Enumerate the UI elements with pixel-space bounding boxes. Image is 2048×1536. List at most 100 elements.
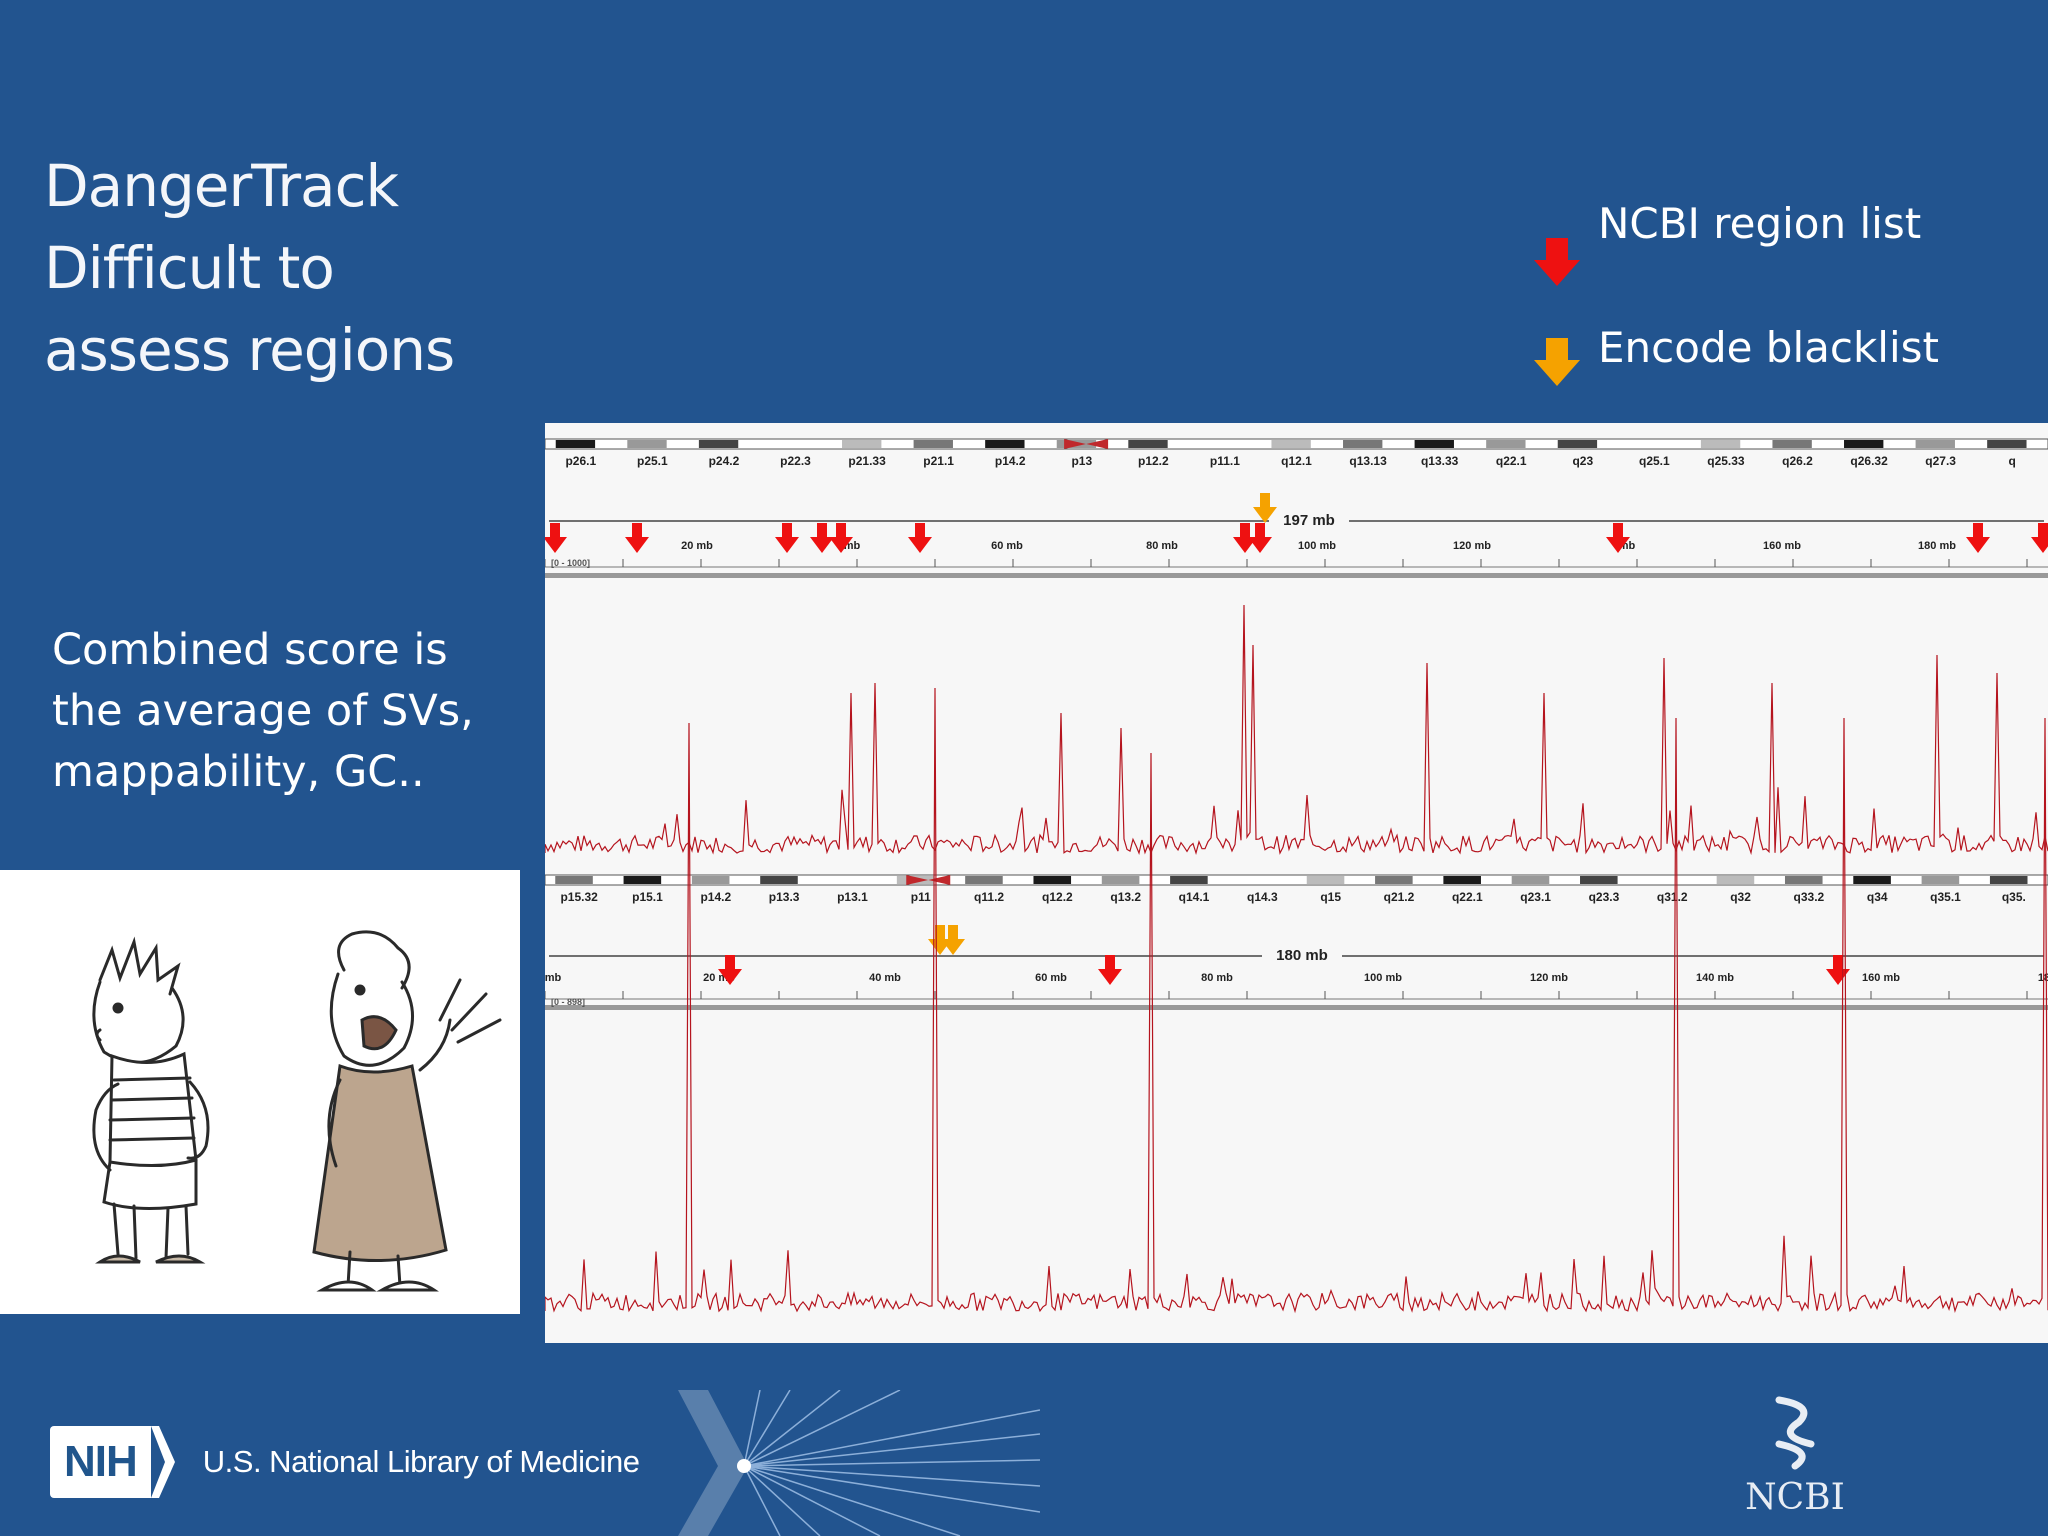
description-line: mappability, GC.. (52, 747, 425, 797)
starburst-icon (678, 1390, 1040, 1536)
band-label: p13.3 (769, 890, 800, 904)
centromere-icon (1086, 439, 1109, 449)
encode-arrow-icon (1253, 493, 1277, 523)
genome-tracks: p26.1 p25.1 p24.2 p22.3 p21.33 p21.1 p14.2 p13 p… (545, 438, 2048, 1314)
ideogram-band (1128, 440, 1168, 448)
ideogram-band (1987, 440, 2027, 448)
ideogram-band (1199, 440, 1240, 448)
band-label: p11.1 (1210, 454, 1240, 468)
ideogram-band (1700, 440, 1741, 448)
ncbi-arrow-icon (545, 523, 567, 553)
track-divider (545, 1005, 2048, 1010)
ideogram-band (1486, 440, 1526, 448)
title-line: Difficult to (44, 234, 335, 302)
band-label: q26.2 (1782, 454, 1813, 468)
length-label: 180 mb (1276, 947, 1328, 964)
band-label: q12.1 (1281, 454, 1312, 468)
ideogram-band (1033, 876, 1072, 884)
band-label: q21.2 (1384, 890, 1415, 904)
nlm-label: U.S. National Library of Medicine (202, 1444, 640, 1479)
ideogram-band (828, 876, 867, 884)
track-divider (545, 573, 2048, 578)
ruler-label: 140 mb (1696, 972, 1734, 984)
band-label: q (2009, 454, 2016, 468)
title-line: assess regions (44, 316, 455, 384)
band-label: p14.2 (700, 890, 731, 904)
ideogram-band (1443, 876, 1481, 884)
cartoon-image (0, 870, 520, 1314)
ncbi-arrow-icon (1233, 523, 1257, 553)
ncbi-arrow-icon (1098, 955, 1122, 985)
slide-title: DangerTrack Difficult to assess regions (44, 145, 564, 391)
legend-ncbi-label: NCBI region list (1598, 198, 1922, 248)
nih-logo: NIH U.S. National Library of Medicine (50, 1426, 640, 1498)
ideogram-band (985, 440, 1025, 448)
band-label: q33.2 (1794, 890, 1825, 904)
ideogram-band (1853, 876, 1891, 884)
nih-badge: NIH (50, 1426, 151, 1498)
band-label: p21.1 (923, 454, 954, 468)
band-label: q23 (1572, 454, 1593, 468)
band-label: q25.1 (1639, 454, 1670, 468)
ideogram-band (555, 440, 596, 448)
band-label: p15.1 (632, 890, 663, 904)
ruler-label: 160 mb (1862, 972, 1900, 984)
band-label: p22.3 (780, 454, 811, 468)
ideogram-band (1921, 876, 1960, 884)
ruler-label: 40 mb (869, 972, 901, 984)
length-label: 197 mb (1283, 512, 1335, 529)
ncbi-label: NCBI (1745, 1477, 1845, 1518)
centromere-icon (1064, 439, 1087, 449)
ruler-label: 20 mb (681, 540, 713, 552)
ideogram-band (1989, 876, 2028, 884)
nih-chevron-icon (150, 1426, 175, 1498)
ideogram-band (1648, 876, 1686, 884)
band-label: q12.2 (1042, 890, 1073, 904)
ideogram-band (1170, 876, 1208, 884)
ideogram-band (1375, 876, 1413, 884)
ideogram-band (1414, 440, 1454, 448)
ncbi-arrow-icon (810, 523, 834, 553)
band-label: p13 (1071, 454, 1092, 468)
band-label: q11.2 (974, 890, 1004, 904)
ruler-label: mb (545, 972, 562, 984)
band-label: p11 (911, 890, 931, 904)
band-label: p13.1 (837, 890, 868, 904)
ideogram-band (1580, 876, 1618, 884)
signal-line (545, 604, 2048, 856)
ideogram-band (1915, 440, 1955, 448)
band-label: p12.2 (1138, 454, 1169, 468)
ideogram-band (1557, 440, 1598, 448)
ideogram-band (627, 440, 667, 448)
ideogram-band (1306, 876, 1345, 884)
ruler-label: 120 mb (1453, 540, 1491, 552)
ideogram-band (760, 876, 798, 884)
band-label: q34 (1867, 890, 1888, 904)
ideogram-band (1511, 876, 1550, 884)
ncbi-arrow-icon (1826, 955, 1850, 985)
band-label: q13.13 (1349, 454, 1387, 468)
ideogram-band (1343, 440, 1383, 448)
ideogram-band (1271, 440, 1311, 448)
ideogram-band (698, 440, 739, 448)
ruler-label: 160 mb (1763, 540, 1801, 552)
ncbi-arrow-icon (829, 523, 853, 553)
ncbi-logo: NCBI (1730, 1392, 1860, 1518)
band-label: p26.1 (565, 454, 596, 468)
ruler-label: 100 mb (1364, 972, 1402, 984)
ideogram-band (1238, 876, 1277, 884)
ruler-label: 180 (2038, 972, 2048, 984)
band-label: p25.1 (637, 454, 668, 468)
band-label: q13.2 (1110, 890, 1141, 904)
ruler-label: 100 mb (1298, 540, 1336, 552)
cartoon-drawing (92, 930, 502, 1292)
band-label: q23.1 (1520, 890, 1551, 904)
ruler-label: 120 mb (1530, 972, 1568, 984)
ncbi-arrow-icon (908, 523, 932, 553)
ideogram-band (1629, 440, 1669, 448)
ruler-label: 80 mb (1201, 972, 1233, 984)
ncbi-arrow-icon (1966, 523, 1990, 553)
signal-line (545, 687, 2048, 1314)
encode-arrow-icon (941, 925, 965, 955)
band-label: q22.1 (1452, 890, 1483, 904)
